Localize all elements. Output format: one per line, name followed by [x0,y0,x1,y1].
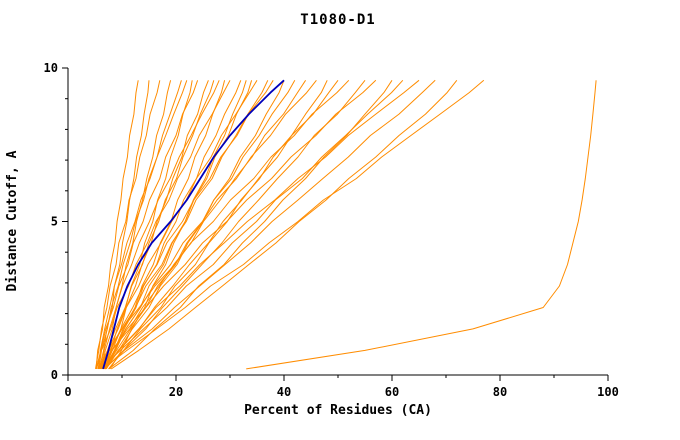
series-model-25 [99,79,377,370]
series-model-11 [96,80,231,370]
x-tick-label: 100 [597,385,619,399]
x-tick-label: 0 [64,385,71,399]
x-tick-label: 80 [493,385,507,399]
series-model-26 [108,80,393,370]
series-model-20 [104,79,317,370]
series-model-16 [104,80,274,370]
series-model-04 [101,80,172,369]
series-model-32 [109,80,247,370]
series-model-far-right-outlier [246,80,597,370]
series-highlighted-model [102,79,285,370]
series-model-29 [104,79,436,370]
series-model-03 [95,80,161,369]
series-model-27 [100,79,404,370]
x-axis-label: Percent of Residues (CA) [244,403,432,418]
series-layer [95,79,597,370]
y-axis-label: Distance Cutoff, A [5,150,20,291]
series-model-31 [102,79,485,370]
series-model-34 [97,80,188,369]
y-tick-label: 0 [51,368,58,382]
series-model-22 [104,80,339,370]
series-model-28 [105,79,420,370]
series-model-30 [110,79,458,370]
series-model-06 [102,80,193,370]
series-model-07 [95,80,199,370]
x-tick-label: 60 [385,385,399,399]
series-model-33 [100,80,220,369]
y-tick-label: 10 [44,61,58,75]
x-tick-label: 20 [169,385,183,399]
series-model-23 [97,79,350,370]
series-model-08 [104,80,209,370]
series-model-15 [97,80,269,370]
chart-title: T1080-D1 [300,12,375,28]
axes-layer: 0 20 40 60 80 100 0 5 10 [44,61,619,399]
x-tick-label: 40 [277,385,291,399]
y-tick-label: 5 [51,215,58,229]
